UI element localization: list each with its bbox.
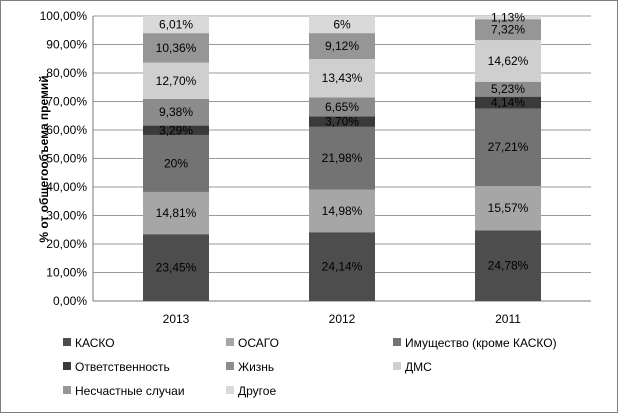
data-label: 24,78% xyxy=(488,259,529,273)
bar-segment xyxy=(309,33,375,60)
data-label: 20% xyxy=(164,156,188,170)
data-label: 12,70% xyxy=(156,74,197,88)
bar-segment xyxy=(475,230,541,301)
legend-swatch xyxy=(63,362,71,370)
y-tick-label: 40,00% xyxy=(46,180,87,194)
legend-label: ОСАГО xyxy=(238,336,279,350)
bar-segment xyxy=(309,189,375,233)
legend-label: КАСКО xyxy=(75,336,115,350)
legend-swatch xyxy=(226,386,234,394)
data-label: 14,98% xyxy=(322,204,363,218)
y-tick-label: 10,00% xyxy=(46,266,87,280)
bars: 23,45% 14,81% 20% 3,29% 9,38% 12,70% 10,36% 6,0… xyxy=(143,11,541,301)
bar-segment xyxy=(475,186,541,231)
bar-segment xyxy=(475,19,541,41)
data-label: 13,43% xyxy=(322,71,363,85)
bar-segment xyxy=(143,98,209,126)
bar-segment xyxy=(143,16,209,34)
bar-segment xyxy=(309,59,375,98)
bar-segment xyxy=(309,116,375,127)
x-tick-label: 2011 xyxy=(495,312,521,326)
bar-segment xyxy=(143,191,209,235)
bar-segment xyxy=(475,40,541,82)
legend-label: Несчастные случаи xyxy=(75,384,185,398)
data-label: 27,21% xyxy=(488,140,529,154)
data-label: 14,62% xyxy=(488,54,529,68)
y-tick-label: 0,00% xyxy=(53,294,87,308)
legend-label: ДМС xyxy=(405,360,432,374)
data-label: 23,45% xyxy=(156,261,197,275)
bar-segment xyxy=(475,96,541,109)
legend-swatch xyxy=(63,338,71,346)
y-tick-label: 80,00% xyxy=(46,66,87,80)
legend-label: Имущество (кроме КАСКО) xyxy=(405,336,557,350)
y-tick-label: 50,00% xyxy=(46,152,87,166)
data-label: 9,12% xyxy=(325,39,359,53)
bar-segment xyxy=(143,33,209,63)
data-label: 10,36% xyxy=(156,41,197,55)
legend-label: Жизнь xyxy=(238,360,274,374)
data-label: 4,14% xyxy=(491,96,525,110)
data-label: 7,32% xyxy=(491,23,525,37)
bar-segment xyxy=(143,134,209,192)
legend-label: Ответственность xyxy=(75,360,170,374)
x-axis-ticks: 2013 2012 2011 xyxy=(163,312,522,326)
data-label: 3,29% xyxy=(159,123,193,137)
y-tick-label: 70,00% xyxy=(46,95,87,109)
data-label: 1,13% xyxy=(491,11,525,25)
legend-swatch xyxy=(393,362,401,370)
y-tick-label: 60,00% xyxy=(46,123,87,137)
data-label: 9,38% xyxy=(159,105,193,119)
y-tick-label: 100,00% xyxy=(40,9,88,23)
bar-segment xyxy=(143,125,209,135)
data-label: 6,01% xyxy=(159,18,193,32)
bar-segment xyxy=(309,16,375,34)
data-label: 6% xyxy=(333,18,351,32)
legend-label: Другое xyxy=(238,384,276,398)
y-axis-label: % от общегообъема премий xyxy=(37,75,51,242)
data-label: 5,23% xyxy=(491,82,525,96)
y-tick-label: 30,00% xyxy=(46,209,87,223)
x-tick-label: 2012 xyxy=(329,312,356,326)
data-label: 15,57% xyxy=(488,201,529,215)
legend-swatch xyxy=(63,386,71,394)
data-label: 3,70% xyxy=(325,115,359,129)
legend: КАСКО ОСАГО Имущество (кроме КАСКО) Ответст… xyxy=(63,336,557,398)
bar-segment xyxy=(143,234,209,301)
y-axis-ticks: 0,00% 10,00% 20,00% 30,00% 40,00% 50,00% 60,00… xyxy=(40,9,88,308)
data-label: 24,14% xyxy=(322,260,363,274)
y-tick-label: 90,00% xyxy=(46,38,87,52)
bar-segment xyxy=(143,62,209,99)
bar-segment xyxy=(475,16,541,20)
legend-swatch xyxy=(226,362,234,370)
legend-swatch xyxy=(393,338,401,346)
bar-segment xyxy=(309,97,375,117)
x-tick-label: 2013 xyxy=(163,312,190,326)
bar-segment xyxy=(475,108,541,187)
bar-segment xyxy=(309,126,375,190)
bar-segment xyxy=(475,81,541,97)
bar-segment xyxy=(309,232,375,301)
legend-swatch xyxy=(226,338,234,346)
data-label: 21,98% xyxy=(322,151,363,165)
data-label: 6,65% xyxy=(325,100,359,114)
y-tick-label: 20,00% xyxy=(46,237,87,251)
data-label: 14,81% xyxy=(156,206,197,220)
